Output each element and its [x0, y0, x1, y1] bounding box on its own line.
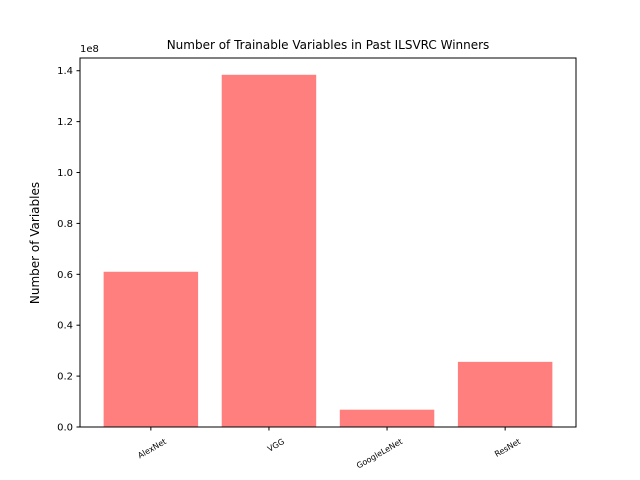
bars-group — [103, 74, 553, 427]
y-tick-label: 0.2 — [57, 372, 73, 383]
y-ticks-group: 0.0 0.2 0.4 0.6 0.8 1.0 1.2 1.4 — [57, 66, 80, 434]
bar-vgg — [221, 74, 317, 427]
bar-googlelenet — [339, 409, 435, 427]
chart-title: Number of Trainable Variables in Past IL… — [167, 38, 490, 52]
y-tick-label: 0.0 — [57, 423, 73, 434]
bar-alexnet — [103, 271, 199, 427]
x-tick-label: ResNet — [493, 437, 522, 459]
y-tick-label: 1.0 — [57, 168, 73, 179]
y-tick-label: 1.2 — [57, 117, 73, 128]
y-tick-label: 1.4 — [57, 66, 73, 77]
x-tick-label: GoogleLeNet — [355, 437, 404, 471]
y-tick-label: 0.8 — [57, 219, 73, 230]
x-tick-label: VGG — [266, 437, 286, 454]
bar-resnet — [457, 361, 553, 427]
plot-frame — [79, 57, 577, 428]
y-axis-label: Number of Variables — [28, 182, 42, 304]
x-ticks-group: AlexNet VGG GoogleLeNet ResNet — [136, 427, 522, 470]
y-tick-label: 0.6 — [57, 270, 73, 281]
y-tick-label: 0.4 — [57, 321, 73, 332]
y-axis-offset-label: 1e8 — [80, 44, 99, 55]
x-tick-label: AlexNet — [136, 437, 168, 460]
